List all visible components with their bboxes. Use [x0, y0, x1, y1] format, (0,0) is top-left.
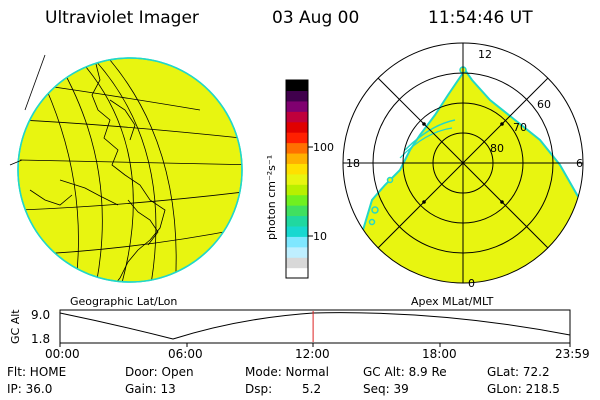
polar-panel-label: Apex MLat/MLT — [411, 295, 494, 308]
timeline-xlabel-1800: 18:00 — [422, 347, 457, 361]
geo-coastline — [59, 179, 119, 206]
colorbar-label-100: 100 — [313, 141, 334, 154]
mlt-label-18: 18 — [346, 157, 360, 170]
mlat-label-60: 60 — [537, 98, 551, 111]
mlt-label-12: 12 — [478, 48, 492, 61]
colorbar-strip — [286, 205, 308, 217]
time-label: 11:54:46 UT — [428, 8, 533, 28]
timeline-frame — [59, 309, 571, 344]
geo-panel-label: Geographic Lat/Lon — [70, 295, 178, 308]
colorbar-strips — [286, 80, 308, 279]
mode-value: Mode: Normal — [245, 365, 329, 379]
timeline-xlabel-0000: 00:00 — [45, 347, 80, 361]
auroral-edge-blob — [386, 176, 394, 184]
door-status: Door: Open — [125, 365, 194, 379]
auroral-edge-blob — [371, 206, 379, 214]
mlt-label-6: 6 — [576, 157, 583, 170]
colorbar-strip — [286, 184, 308, 196]
colorbar-strip — [286, 173, 308, 185]
geo-coastline — [91, 59, 166, 282]
colorbar-strip — [286, 142, 308, 154]
colorbar-strip — [286, 225, 308, 237]
colorbar — [285, 79, 313, 279]
timeline-ytick-top: 9.0 — [31, 308, 51, 322]
geo-grid-meridian — [109, 59, 177, 282]
geo-grid-outer — [9, 159, 23, 166]
geo-grid-parallel — [19, 159, 242, 166]
geo-image-panel — [9, 54, 243, 283]
timeline-xlabel-2359: 23:59 — [555, 347, 590, 361]
timeline-xlabel-0600: 06:00 — [168, 347, 203, 361]
geo-image-disk — [17, 57, 243, 283]
geo-grid-parallel — [19, 189, 242, 211]
colorbar-strip — [286, 100, 308, 112]
colorbar-strip — [286, 163, 308, 175]
altitude-curve — [59, 312, 571, 340]
geo-coastline — [29, 189, 73, 206]
geo-grid-outer — [24, 54, 46, 111]
colorbar-strip — [286, 111, 308, 123]
colorbar-frame — [285, 79, 309, 279]
auroral-edge-blob — [368, 218, 376, 226]
colorbar-strip — [286, 152, 308, 164]
polar-image-panel — [342, 42, 584, 284]
colorbar-strip — [286, 194, 308, 206]
flight-mode: Flt: HOME — [7, 365, 67, 379]
dsp-value: 5.2 — [302, 382, 322, 396]
gain-value: Gain: 13 — [125, 382, 176, 396]
dsp-label: Dsp: — [245, 382, 273, 396]
geo-grid-meridian — [59, 64, 103, 282]
timeline-ylabel: GC Alt — [9, 309, 22, 344]
auroral-arc — [399, 127, 453, 159]
sequence-number: Seq: 39 — [363, 382, 409, 396]
geo-grid-parallel — [19, 119, 242, 141]
colorbar-strip — [286, 132, 308, 144]
colorbar-strip — [286, 236, 308, 248]
ip-value: IP: 36.0 — [7, 382, 53, 396]
polar-spoke — [377, 77, 549, 249]
colorbar-strip — [286, 246, 308, 258]
instrument-title: Ultraviolet Imager — [45, 8, 199, 28]
colorbar-strip — [286, 257, 308, 269]
date-label: 03 Aug 00 — [272, 8, 360, 28]
colorbar-label-10: 10 — [313, 230, 327, 243]
mlat-label-80: 80 — [490, 142, 504, 155]
timeline-xlabel-1200: 12:00 — [295, 347, 330, 361]
geographic-latitude: GLat: 72.2 — [487, 365, 550, 379]
colorbar-unit-label: photon cm⁻²s⁻¹ — [265, 154, 278, 240]
geographic-longitude: GLon: 218.5 — [487, 382, 560, 396]
colorbar-strip — [286, 80, 308, 92]
mlat-label-70: 70 — [513, 121, 527, 134]
altitude-timeline — [59, 309, 571, 347]
geo-coastline — [109, 99, 136, 141]
timeline-ytick-bottom: 1.8 — [31, 332, 51, 346]
geo-coastline — [127, 199, 159, 246]
colorbar-strip — [286, 215, 308, 227]
colorbar-strip — [286, 90, 308, 102]
colorbar-strip — [286, 121, 308, 133]
colorbar-strip — [286, 267, 308, 279]
geo-grid-meridian — [39, 74, 79, 282]
gc-altitude: GC Alt: 8.9 Re — [363, 365, 447, 379]
mlt-label-0: 0 — [468, 277, 475, 290]
geo-grid-parallel — [39, 84, 201, 111]
